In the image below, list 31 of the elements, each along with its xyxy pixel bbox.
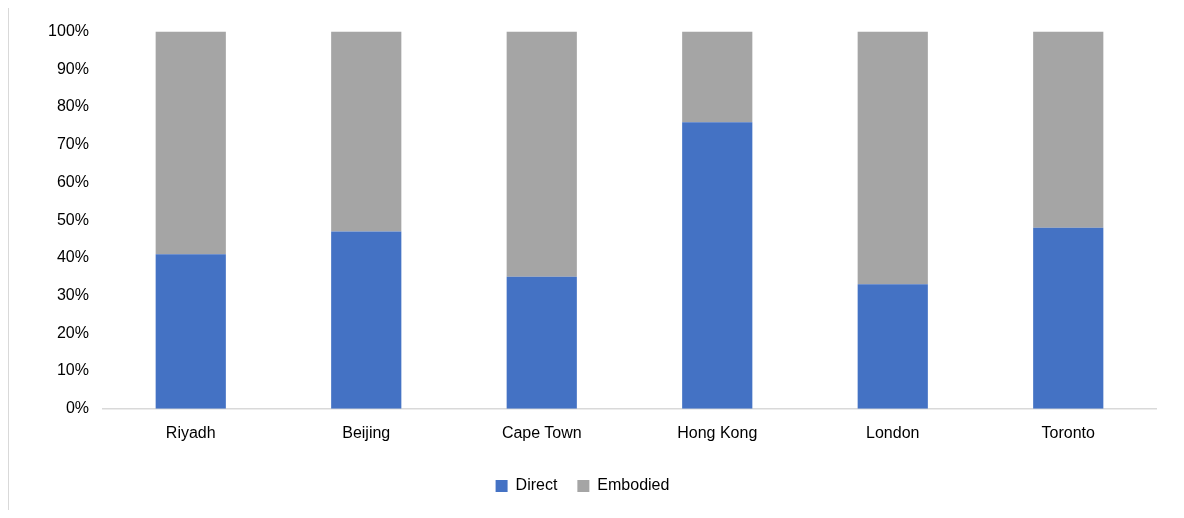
x-tick-label: Toronto bbox=[1041, 423, 1096, 441]
x-tick-label: London bbox=[866, 423, 920, 441]
y-tick-label: 40% bbox=[56, 248, 89, 266]
y-tick-label: 60% bbox=[56, 172, 89, 190]
y-tick-label: 90% bbox=[56, 59, 89, 77]
x-tick-label: Riyadh bbox=[165, 423, 216, 441]
bar bbox=[1033, 31, 1104, 228]
bar bbox=[331, 31, 402, 232]
y-tick-label: 30% bbox=[56, 286, 89, 304]
legend-label: Direct bbox=[515, 476, 558, 494]
y-tick-label: 0% bbox=[65, 399, 89, 417]
bar bbox=[155, 254, 226, 409]
bar bbox=[1033, 227, 1104, 409]
bar bbox=[331, 231, 402, 409]
legend-label: Embodied bbox=[597, 476, 670, 494]
bar bbox=[682, 31, 753, 123]
x-tick-label: Hong Kong bbox=[677, 423, 758, 441]
y-tick-label: 50% bbox=[56, 210, 89, 228]
y-tick-label: 100% bbox=[48, 22, 89, 40]
y-tick-label: 70% bbox=[56, 135, 89, 153]
bar bbox=[506, 276, 577, 409]
bar bbox=[682, 122, 753, 409]
y-tick-label: 20% bbox=[56, 323, 89, 341]
x-tick-label: Beijing bbox=[342, 423, 391, 441]
bar bbox=[155, 31, 226, 255]
y-tick-label: 10% bbox=[56, 361, 89, 379]
bar bbox=[857, 31, 928, 285]
bar bbox=[857, 284, 928, 409]
y-tick-label: 80% bbox=[56, 97, 89, 115]
x-tick-label: Cape Town bbox=[501, 423, 582, 441]
bar bbox=[506, 31, 577, 277]
